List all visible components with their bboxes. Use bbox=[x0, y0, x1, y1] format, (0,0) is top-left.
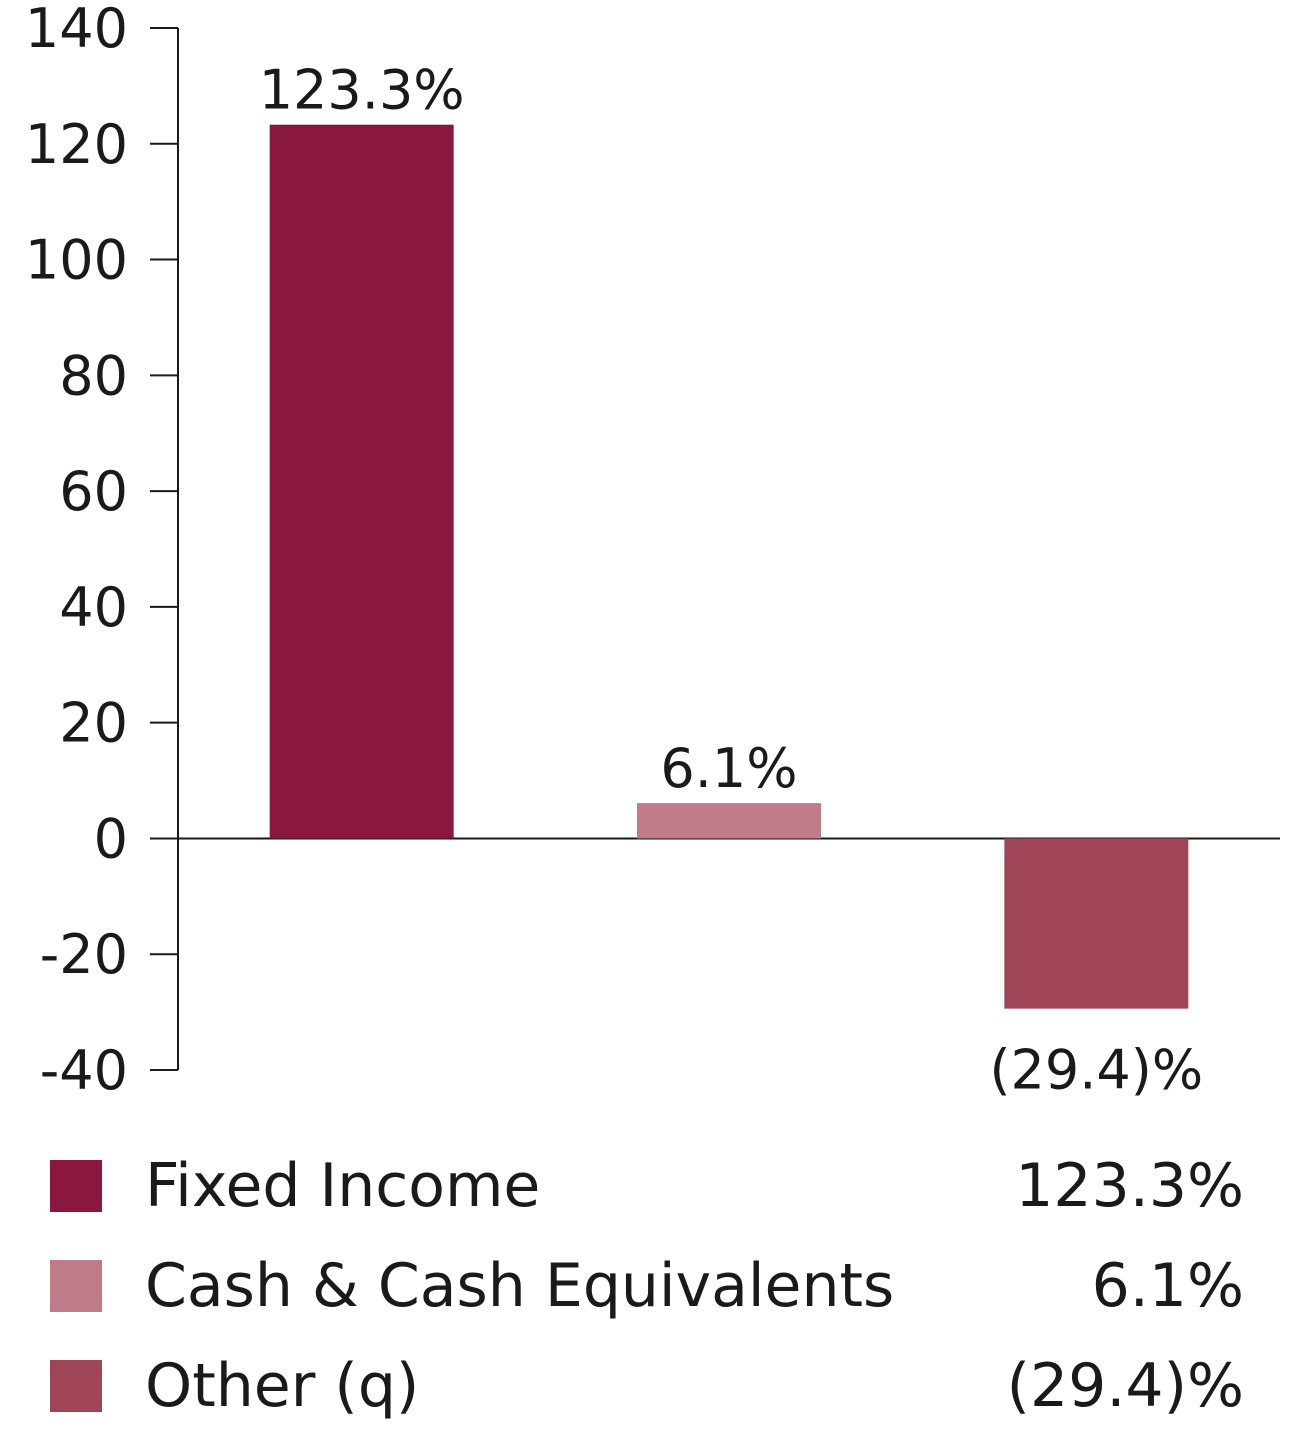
y-tick-label: 80 bbox=[59, 344, 128, 407]
bars bbox=[269, 124, 1189, 1009]
y-tick-label: 140 bbox=[25, 0, 128, 60]
legend-item-cash: Cash & Cash Equivalents 6.1% bbox=[0, 1240, 1308, 1336]
data-labels: 123.3% 6.1% (29.4)% bbox=[259, 59, 1203, 1102]
legend: Fixed Income 123.3% Cash & Cash Equivale… bbox=[0, 1140, 1308, 1426]
y-tick-label: 120 bbox=[25, 113, 128, 176]
data-label: 6.1% bbox=[660, 737, 797, 800]
legend-value: (29.4)% bbox=[1006, 1351, 1244, 1421]
legend-swatch bbox=[50, 1260, 102, 1312]
legend-label: Other (q) bbox=[145, 1351, 420, 1421]
bar-other-q bbox=[1004, 838, 1189, 1009]
y-tick-label: -20 bbox=[40, 923, 128, 986]
data-label: (29.4)% bbox=[989, 1039, 1203, 1102]
bar-cash-cash-equivalents bbox=[637, 803, 821, 839]
legend-swatch bbox=[50, 1360, 102, 1412]
legend-swatch bbox=[50, 1160, 102, 1212]
y-tick-label: 0 bbox=[94, 807, 128, 870]
bar-fixed-income bbox=[269, 124, 454, 839]
y-tick-label: -40 bbox=[40, 1039, 128, 1102]
legend-value: 123.3% bbox=[1015, 1151, 1244, 1221]
legend-label: Fixed Income bbox=[145, 1151, 541, 1221]
y-tick-label: 100 bbox=[25, 229, 128, 292]
y-axis: 140 120 100 80 60 40 20 0 -20 -40 bbox=[25, 0, 1280, 1102]
bar-chart: 140 120 100 80 60 40 20 0 -20 -40 123.3% 6.1% (29.4… bbox=[25, 0, 1280, 1102]
y-tick-label: 60 bbox=[59, 460, 128, 523]
legend-item-fixed-income: Fixed Income 123.3% bbox=[0, 1140, 1308, 1236]
y-tick-label: 40 bbox=[59, 576, 128, 639]
legend-label: Cash & Cash Equivalents bbox=[145, 1251, 895, 1321]
y-tick-label: 20 bbox=[59, 692, 128, 755]
data-label: 123.3% bbox=[259, 59, 465, 122]
legend-value: 6.1% bbox=[1091, 1251, 1244, 1321]
legend-item-other: Other (q) (29.4)% bbox=[0, 1340, 1308, 1436]
